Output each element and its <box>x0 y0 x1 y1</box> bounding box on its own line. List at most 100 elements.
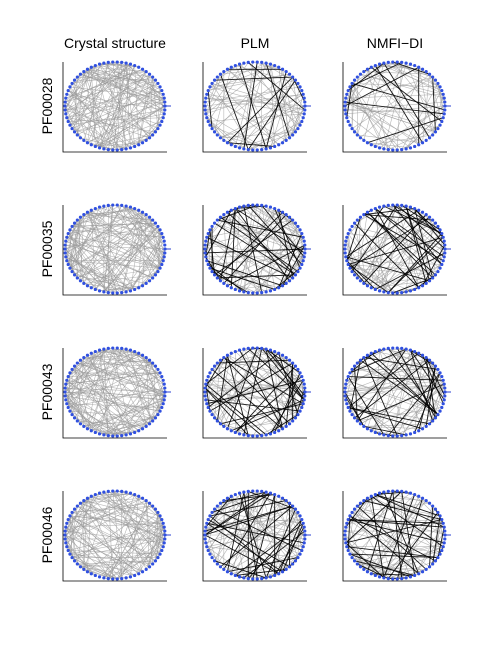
residue-dot <box>288 136 291 139</box>
residue-dot <box>396 291 399 294</box>
residue-dot <box>260 148 263 151</box>
residue-dot <box>111 60 114 63</box>
residue-dot <box>366 354 369 357</box>
residue-dot <box>213 273 216 276</box>
residue-dot <box>291 562 294 565</box>
residue-dot <box>296 511 299 514</box>
residue-dot <box>350 511 353 514</box>
residue-dot <box>125 576 128 579</box>
residue-dot <box>436 511 439 514</box>
residue-dot <box>362 213 365 216</box>
residue-dot <box>298 514 301 517</box>
residue-dot <box>158 514 161 517</box>
residue-dot <box>67 375 70 378</box>
residue-dot <box>294 273 297 276</box>
residue-dot <box>347 89 350 92</box>
residue-dot <box>82 139 85 142</box>
residue-dot <box>359 502 362 505</box>
residue-dot <box>345 236 348 239</box>
residue-dot <box>154 79 157 82</box>
residue-dot <box>421 141 424 144</box>
residue-dot <box>151 133 154 136</box>
residue-dot <box>203 533 206 536</box>
contact-line <box>347 94 402 149</box>
contact-panel <box>63 60 171 152</box>
residue-dot <box>440 232 443 235</box>
residue-dot <box>417 572 420 575</box>
residue-dot <box>431 504 434 507</box>
residue-dot <box>405 205 408 208</box>
residue-dot <box>405 62 408 65</box>
residue-dot <box>345 379 348 382</box>
residue-dot <box>443 240 446 243</box>
residue-dot <box>285 425 288 428</box>
residue-dot <box>370 352 373 355</box>
residue-dot <box>107 577 110 580</box>
residue-dot <box>443 541 446 544</box>
residue-dot <box>425 425 428 428</box>
residue-dot <box>374 145 377 148</box>
residue-dot <box>90 66 93 69</box>
residue-dot <box>281 284 284 287</box>
residue-dot <box>405 348 408 351</box>
residue-dot <box>359 359 362 362</box>
residue-dot <box>273 350 276 353</box>
residue-dot <box>382 147 385 150</box>
residue-dot <box>120 204 123 207</box>
residue-dot <box>79 73 82 76</box>
residue-dot <box>205 93 208 96</box>
residue-dot <box>68 123 71 126</box>
residue-dot <box>359 565 362 568</box>
residue-dot <box>302 116 305 119</box>
residue-dot <box>204 240 207 243</box>
residue-dot <box>269 63 272 66</box>
residue-dot <box>216 75 219 78</box>
residue-dot <box>208 409 211 412</box>
residue-dot <box>374 288 377 291</box>
residue-dot <box>226 427 229 430</box>
contact-line <box>100 207 160 230</box>
residue-dot <box>205 402 208 405</box>
residue-dot <box>98 575 101 578</box>
residue-dot <box>277 286 280 289</box>
residue-dot <box>350 368 353 371</box>
residue-dot <box>68 514 71 517</box>
residue-dot <box>226 141 229 144</box>
residue-dot <box>442 545 445 548</box>
residue-dot <box>67 263 70 266</box>
residue-dot <box>409 575 412 578</box>
residue-dot <box>382 62 385 65</box>
residue-dot <box>141 284 144 287</box>
residue-dot <box>216 562 219 565</box>
residue-dot <box>213 416 216 419</box>
residue-dot <box>70 556 73 559</box>
residue-dot <box>387 577 390 580</box>
residue-dot <box>163 541 166 544</box>
residue-dot <box>281 68 284 71</box>
residue-dot <box>362 282 365 285</box>
residue-dot <box>133 493 136 496</box>
residue-dot <box>73 365 76 368</box>
residue-dot <box>298 123 301 126</box>
residue-dot <box>79 359 82 362</box>
residue-dot <box>137 286 140 289</box>
residue-dot <box>137 352 140 355</box>
residue-dot <box>391 577 394 580</box>
residue-dot <box>251 60 254 63</box>
residue-dot <box>65 93 68 96</box>
residue-dot <box>222 499 225 502</box>
residue-dot <box>251 148 254 151</box>
residue-dot <box>94 288 97 291</box>
column-title: NMFI−DI <box>367 35 423 51</box>
residue-dot <box>70 511 73 514</box>
residue-dot <box>162 259 165 262</box>
residue-dot <box>300 89 303 92</box>
residue-dot <box>409 206 412 209</box>
residue-dot <box>133 145 136 148</box>
residue-dot <box>90 429 93 432</box>
residue-dot <box>125 290 128 293</box>
residue-dot <box>265 147 268 150</box>
residue-dot <box>387 291 390 294</box>
residue-dot <box>436 225 439 228</box>
